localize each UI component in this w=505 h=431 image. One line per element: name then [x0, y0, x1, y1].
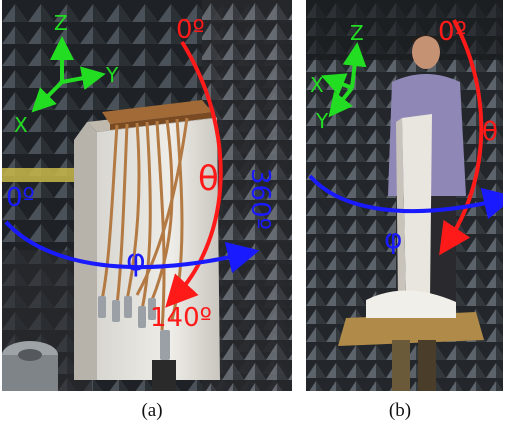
phi-symbol-label: φ	[126, 243, 146, 278]
sma-connectors	[98, 296, 170, 360]
theta-start-label: 0º	[176, 15, 205, 45]
axis-z-label: Z	[350, 21, 364, 45]
phi-arc-arrow	[4, 220, 260, 274]
caption-b: (b)	[388, 400, 412, 421]
theta-symbol-label: θ	[198, 159, 219, 199]
x-axis-arrow	[320, 73, 353, 96]
axis-y-label: Y	[105, 63, 119, 87]
photo-a-scene: Z Y X 0º θ 140º 0º φ 360º	[2, 0, 292, 391]
caption-a: (a)	[141, 400, 163, 421]
x-axis-arrow	[31, 80, 64, 113]
y-axis-arrow	[328, 86, 354, 118]
yellow-pipe	[2, 168, 82, 182]
coordinate-axes	[31, 36, 106, 113]
foam-column	[396, 114, 432, 300]
photo-panel-b: Z X Y 0º θ φ	[306, 0, 503, 391]
photo-panel-a: Z Y X 0º θ 140º 0º φ 360º	[2, 0, 292, 391]
phi-symbol-label: φ	[384, 222, 402, 255]
theta-end-label: 140º	[150, 303, 212, 333]
axis-x-label: X	[310, 73, 324, 97]
axis-y-label: Y	[315, 109, 329, 133]
phi-start-label: 0º	[6, 183, 35, 213]
phi-arc-arrow	[308, 174, 503, 220]
photo-b-scene: Z X Y 0º θ φ	[306, 0, 503, 391]
axis-x-label: X	[14, 113, 28, 137]
chamber-ceiling	[306, 0, 503, 60]
antenna-board	[102, 100, 212, 130]
coaxial-cables	[100, 117, 189, 331]
foam-block	[74, 108, 220, 380]
coordinate-axes	[320, 42, 367, 118]
connector-base	[152, 360, 176, 391]
y-axis-arrow	[61, 66, 106, 91]
positioner-platform	[338, 290, 484, 391]
theta-start-label: 0º	[438, 17, 467, 47]
z-axis-arrow	[342, 42, 367, 89]
person-leg-right	[430, 196, 456, 306]
theta-symbol-label: θ	[482, 117, 498, 147]
theta-arc-arrow	[439, 19, 484, 256]
theta-arc-arrow	[165, 40, 223, 308]
axis-z-label: Z	[54, 11, 68, 35]
rotary-joint	[2, 341, 58, 391]
phi-end-label: 360º	[245, 168, 275, 230]
person-head	[412, 35, 440, 69]
